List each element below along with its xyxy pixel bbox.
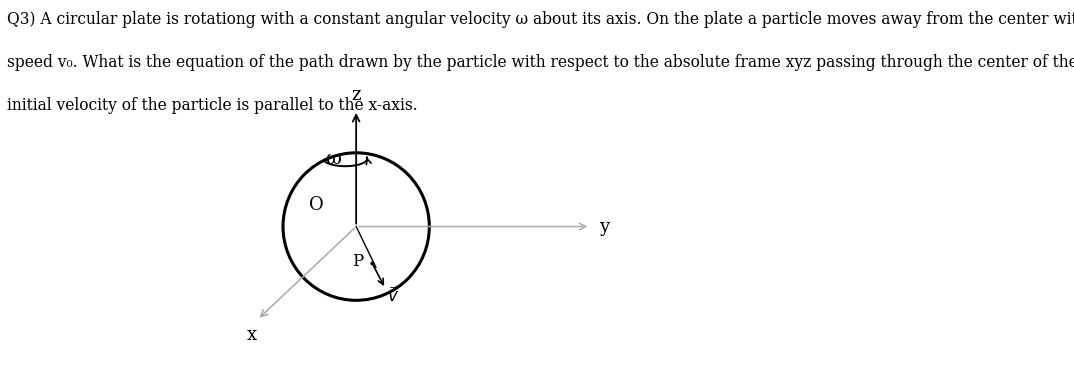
Text: O: O [308, 196, 323, 214]
Text: z: z [351, 86, 361, 104]
Text: x: x [247, 326, 257, 344]
Text: initial velocity of the particle is parallel to the x-axis.: initial velocity of the particle is para… [6, 97, 418, 113]
Text: speed v₀. What is the equation of the path drawn by the particle with respect to: speed v₀. What is the equation of the pa… [6, 54, 1074, 71]
Text: ω: ω [325, 150, 342, 168]
Text: Q3) A circular plate is rotationg with a constant angular velocity ω about its a: Q3) A circular plate is rotationg with a… [6, 11, 1074, 28]
Text: P: P [352, 253, 363, 270]
Text: y: y [599, 217, 609, 235]
Text: $\vec{v}$: $\vec{v}$ [387, 287, 398, 306]
